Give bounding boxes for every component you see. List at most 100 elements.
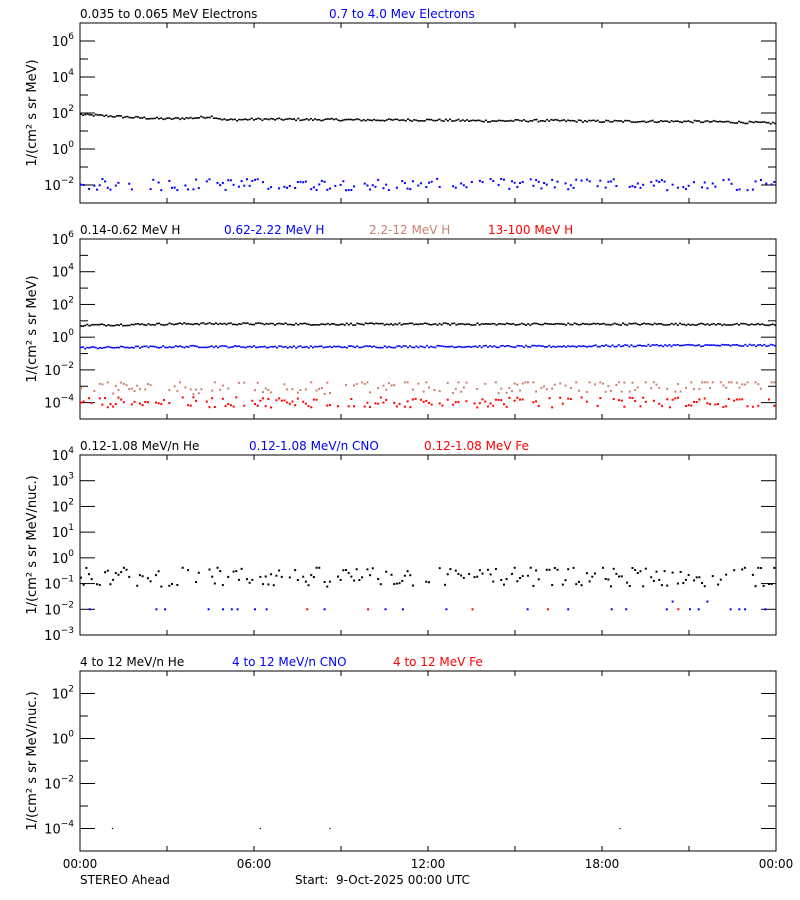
data-point (219, 570, 222, 573)
data-point (671, 600, 674, 603)
data-point (533, 322, 536, 325)
data-point (125, 384, 128, 387)
data-point (192, 188, 195, 191)
data-point (419, 182, 422, 185)
data-point (592, 119, 595, 122)
data-point (672, 120, 675, 123)
data-point (704, 344, 707, 346)
data-point (497, 398, 500, 401)
data-point (394, 323, 397, 325)
data-point (90, 346, 93, 348)
data-point (425, 118, 428, 121)
data-point (204, 117, 207, 119)
data-point (318, 566, 321, 569)
data-point (195, 399, 198, 402)
data-point (192, 393, 195, 396)
data-point (136, 116, 139, 118)
data-point (395, 186, 398, 189)
data-point (323, 608, 326, 611)
data-point (615, 572, 618, 575)
data-point (98, 583, 101, 586)
data-point (765, 324, 768, 327)
data-point (295, 322, 298, 325)
data-point (638, 344, 641, 347)
y-tick-label: 106 (52, 230, 75, 248)
data-point (130, 346, 133, 349)
data-point (339, 346, 342, 348)
data-point (484, 382, 487, 385)
data-point (225, 345, 228, 348)
data-point (320, 323, 323, 325)
data-point (609, 345, 612, 348)
data-point (588, 381, 591, 384)
data-point (636, 323, 639, 326)
data-point (111, 324, 114, 327)
data-point (457, 345, 460, 348)
data-point (275, 574, 278, 577)
data-point (733, 122, 736, 124)
data-point (508, 187, 511, 190)
data-point (698, 398, 701, 401)
data-point (401, 580, 404, 583)
data-point (282, 323, 285, 325)
data-point (252, 119, 255, 121)
data-point (527, 381, 530, 384)
data-point (664, 344, 667, 346)
data-point (535, 118, 538, 121)
data-point (708, 121, 711, 123)
data-point (286, 323, 289, 326)
data-point (263, 323, 266, 326)
data-point (328, 345, 331, 348)
data-point (280, 399, 283, 402)
data-point (200, 115, 203, 118)
data-point (181, 396, 184, 399)
data-point (113, 324, 116, 327)
data-point (101, 323, 104, 326)
data-point (740, 345, 743, 347)
data-point (757, 344, 760, 346)
data-point (374, 402, 377, 405)
data-point (120, 398, 123, 401)
data-point (449, 324, 452, 326)
data-point (132, 347, 135, 349)
data-point (233, 345, 236, 347)
data-point (82, 183, 85, 186)
data-point (714, 120, 717, 123)
data-point (210, 345, 213, 347)
data-point (535, 390, 538, 393)
data-point (136, 584, 139, 587)
data-point (657, 121, 660, 123)
data-point (411, 120, 414, 122)
data-point (600, 344, 603, 347)
data-point (693, 579, 696, 582)
data-point (662, 345, 665, 348)
data-point (625, 608, 628, 611)
data-point (759, 567, 762, 570)
data-point (231, 346, 234, 348)
data-point (217, 323, 220, 326)
data-point (687, 574, 690, 577)
data-point (727, 397, 730, 400)
data-point (638, 324, 641, 326)
data-point (307, 405, 310, 408)
data-point (697, 120, 700, 122)
data-point (552, 119, 555, 122)
data-point (400, 346, 403, 349)
data-point (472, 324, 475, 326)
data-point (701, 381, 704, 384)
data-point (750, 121, 753, 123)
data-point (149, 384, 152, 387)
y-tick-label: 10−4 (44, 394, 74, 412)
data-point (320, 179, 323, 182)
data-point (491, 322, 494, 325)
data-point (402, 345, 405, 347)
data-point (286, 118, 289, 120)
data-point (693, 344, 696, 347)
data-point (559, 382, 562, 385)
data-point (204, 346, 207, 349)
data-point (278, 117, 281, 120)
data-point (603, 322, 606, 325)
data-point (691, 344, 694, 346)
y-tick-label: 102 (52, 104, 74, 122)
data-point (465, 400, 468, 403)
